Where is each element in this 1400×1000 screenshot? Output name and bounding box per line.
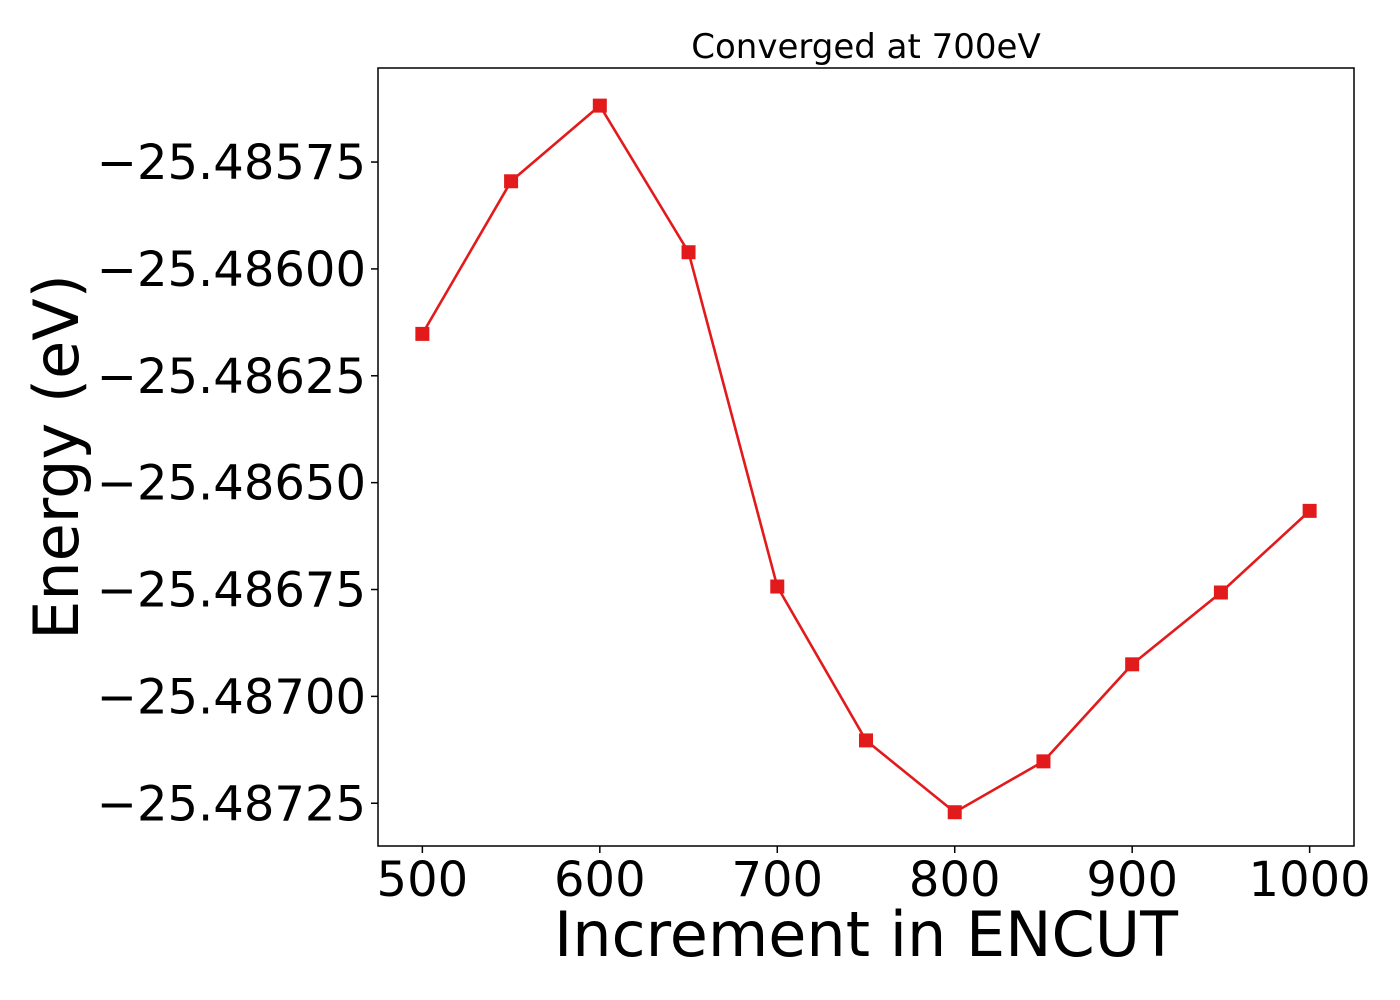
x-tick-label: 900 xyxy=(1086,852,1178,908)
data-point-marker xyxy=(504,174,519,189)
data-point-marker xyxy=(859,733,873,748)
x-tick-label: 600 xyxy=(554,852,646,908)
data-point-marker xyxy=(947,805,962,820)
plot-frame xyxy=(377,67,1355,847)
y-axis-label: Energy (eV) xyxy=(20,274,93,640)
data-point-marker xyxy=(1302,503,1317,518)
axis-ticks: 500 600 700 800 900 1000 −25.48575 −25.48600 −25… xyxy=(97,135,1371,908)
data-point-marker xyxy=(415,326,430,341)
chart-title: Converged at 700eV xyxy=(691,27,1040,67)
data-point-marker xyxy=(1036,754,1051,769)
y-tick-label: −25.48700 xyxy=(97,669,366,725)
y-tick-label: −25.48625 xyxy=(97,349,366,405)
y-tick-label: −25.48725 xyxy=(97,776,366,832)
data-point-marker xyxy=(592,98,607,113)
series-line xyxy=(421,103,1311,814)
y-tick-label: −25.48600 xyxy=(97,242,366,298)
series-layer xyxy=(415,98,1317,820)
data-point-marker xyxy=(1213,585,1228,600)
x-tick-label: 800 xyxy=(909,852,1001,908)
x-tick-label: 700 xyxy=(731,852,823,908)
y-tick-label: −25.48650 xyxy=(97,456,366,512)
x-tick-label: 500 xyxy=(377,852,469,908)
x-tick-label: 1000 xyxy=(1249,852,1371,908)
y-tick-label: −25.48675 xyxy=(97,563,366,619)
data-point-marker xyxy=(770,579,785,594)
y-tick-label: −25.48575 xyxy=(97,135,366,191)
x-axis-label: Increment in ENCUT xyxy=(554,898,1179,971)
data-point-marker xyxy=(681,245,696,260)
data-point-marker xyxy=(1125,657,1140,672)
